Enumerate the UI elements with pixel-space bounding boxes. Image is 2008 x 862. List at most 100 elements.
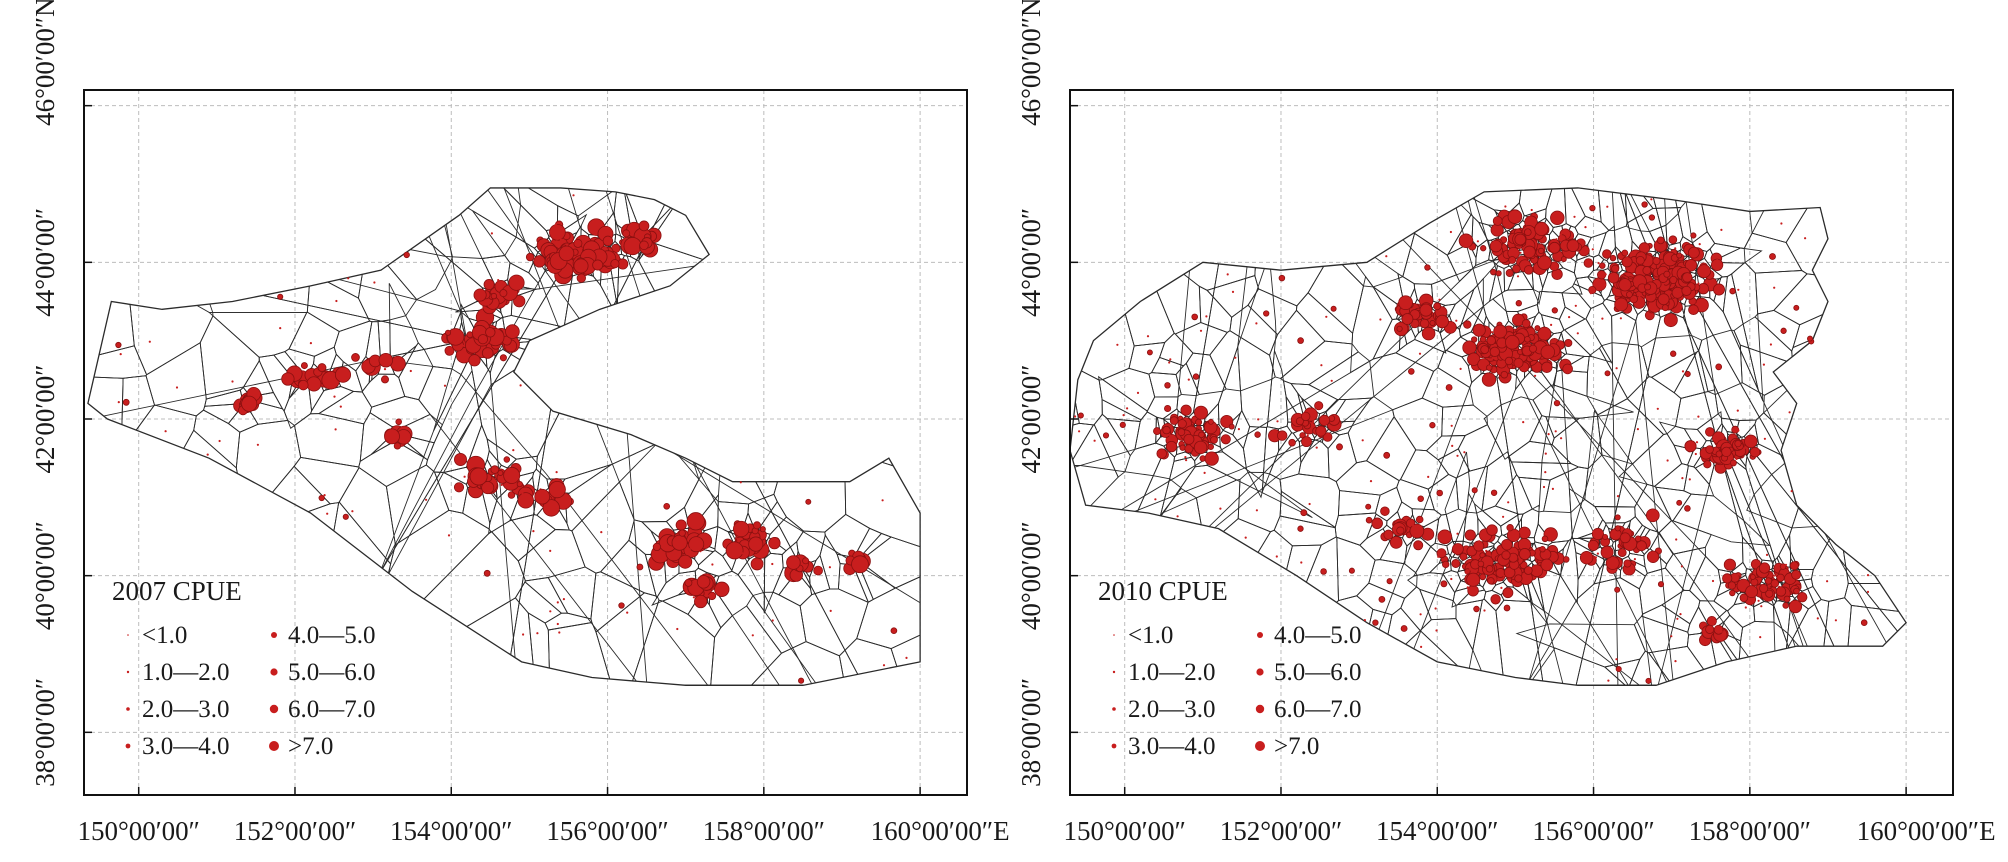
cpue-point bbox=[696, 575, 711, 589]
cpue-point bbox=[1465, 571, 1468, 575]
voronoi-cell bbox=[1532, 384, 1634, 419]
cpue-point bbox=[1596, 270, 1607, 280]
cpue-point bbox=[1193, 440, 1208, 455]
cpue-point bbox=[1219, 507, 1222, 510]
cpue-point bbox=[1517, 531, 1520, 535]
cpue-point bbox=[1521, 319, 1531, 328]
cpue-point bbox=[1503, 604, 1511, 612]
cpue-point bbox=[1674, 247, 1677, 250]
legend-label: >7.0 bbox=[288, 733, 333, 760]
voronoi-cell bbox=[1437, 349, 1473, 389]
cpue-point bbox=[676, 627, 679, 631]
voronoi-cell bbox=[1731, 262, 1764, 402]
cpue-point bbox=[1442, 560, 1450, 569]
cpue-point bbox=[798, 677, 805, 684]
voronoi-cell bbox=[1518, 187, 1553, 217]
cpue-point bbox=[813, 565, 823, 576]
cpue-point bbox=[1192, 373, 1200, 380]
cpue-point bbox=[1164, 404, 1172, 413]
voronoi-cell bbox=[838, 187, 921, 548]
voronoi-cell bbox=[1673, 350, 1709, 399]
voronoi-cell bbox=[1237, 471, 1282, 533]
x-tick-label: 156°00′00″ bbox=[546, 816, 668, 846]
legend-symbol bbox=[271, 632, 277, 638]
voronoi-cell bbox=[890, 634, 921, 686]
voronoi-cell bbox=[1370, 629, 1480, 686]
cpue-point bbox=[1348, 567, 1355, 574]
cpue-point bbox=[409, 369, 412, 373]
cpue-point bbox=[351, 510, 354, 513]
cpue-point bbox=[1228, 423, 1235, 430]
cpue-point bbox=[1275, 555, 1278, 558]
cpue-point bbox=[1479, 573, 1487, 581]
cpue-point bbox=[1433, 302, 1442, 311]
cpue-point bbox=[477, 334, 488, 345]
voronoi-cell bbox=[1448, 287, 1475, 331]
cpue-point bbox=[1617, 548, 1627, 558]
voronoi-cell bbox=[1672, 187, 1708, 244]
cpue-point bbox=[1769, 343, 1772, 346]
cpue-point bbox=[1764, 577, 1773, 585]
cpue-point bbox=[1675, 538, 1678, 541]
voronoi-cell bbox=[1563, 187, 1586, 228]
voronoi-cell bbox=[1674, 389, 1719, 430]
cpue-point bbox=[1514, 233, 1527, 246]
cpue-point bbox=[1646, 550, 1660, 563]
cpue-point bbox=[1816, 617, 1819, 620]
voronoi-cell bbox=[1735, 419, 1757, 438]
cpue-point bbox=[1676, 252, 1683, 259]
cpue-point bbox=[1514, 574, 1523, 583]
cpue-point bbox=[1278, 274, 1286, 282]
cpue-point bbox=[1365, 503, 1372, 510]
cpue-point bbox=[1459, 367, 1462, 370]
cpue-point bbox=[1207, 418, 1214, 425]
cpue-point bbox=[1670, 350, 1677, 357]
cpue-point bbox=[1400, 625, 1408, 632]
voronoi-cell bbox=[307, 501, 392, 686]
cpue-point bbox=[1597, 262, 1600, 265]
y-tick-label: 44°00′00″ bbox=[1016, 208, 1046, 317]
cpue-point bbox=[752, 521, 762, 530]
cpue-point bbox=[1502, 574, 1505, 577]
voronoi-cell bbox=[358, 440, 429, 488]
cpue-point bbox=[1177, 419, 1187, 429]
cpue-point bbox=[1379, 318, 1382, 321]
cpue-point bbox=[1540, 568, 1543, 571]
cpue-point bbox=[532, 530, 535, 533]
cpue-point bbox=[1276, 430, 1288, 441]
voronoi-cell bbox=[1396, 478, 1435, 511]
cpue-point bbox=[542, 499, 560, 517]
voronoi-cell bbox=[502, 187, 559, 232]
cpue-point bbox=[1165, 437, 1169, 441]
voronoi-cell bbox=[1247, 288, 1298, 336]
voronoi-cell bbox=[1265, 187, 1416, 288]
cpue-point bbox=[1518, 246, 1521, 249]
voronoi-cell bbox=[1558, 306, 1586, 331]
cpue-point bbox=[1579, 551, 1594, 565]
legend-label: >7.0 bbox=[1274, 733, 1319, 760]
cpue-point bbox=[1604, 284, 1607, 287]
cpue-point bbox=[447, 534, 451, 537]
cpue-point bbox=[483, 569, 491, 577]
cpue-point bbox=[1688, 304, 1699, 315]
cpue-point bbox=[1773, 286, 1776, 289]
voronoi-cell bbox=[1365, 513, 1388, 540]
voronoi-cell bbox=[1399, 449, 1450, 490]
legend-symbol bbox=[1112, 707, 1116, 711]
cpue-point bbox=[1793, 304, 1800, 311]
cpue-point bbox=[1363, 619, 1366, 622]
voronoi-cell bbox=[1279, 473, 1341, 529]
cpue-point bbox=[1542, 485, 1546, 489]
cpue-point bbox=[1790, 490, 1793, 493]
legend-symbol bbox=[1256, 668, 1264, 676]
cpue-point bbox=[534, 488, 551, 505]
cpue-point bbox=[1288, 438, 1296, 447]
cpue-point bbox=[1690, 232, 1697, 239]
cpue-point bbox=[1541, 535, 1549, 543]
cpue-point bbox=[378, 352, 394, 368]
voronoi-cell bbox=[1492, 288, 1541, 313]
cpue-point bbox=[1481, 372, 1497, 387]
cpue-point bbox=[1714, 287, 1718, 290]
voronoi-cell bbox=[1446, 242, 1477, 283]
x-tick-label: 150°00′00″ bbox=[1063, 816, 1185, 846]
